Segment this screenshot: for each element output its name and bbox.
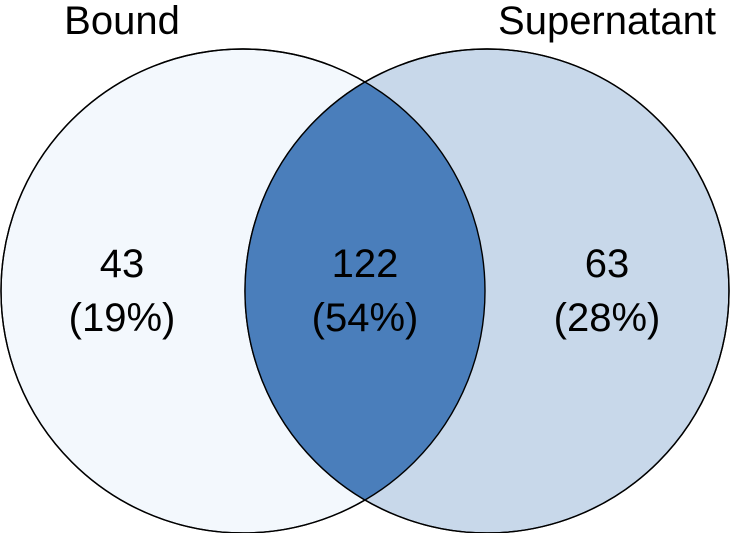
region-bound-percent: (19%) <box>69 296 176 340</box>
region-bound-count: 43 <box>100 242 145 286</box>
set-label-supernatant: Supernatant <box>498 0 716 43</box>
region-intersection-count: 122 <box>332 242 399 286</box>
set-label-bound: Bound <box>64 0 180 43</box>
bound-outline <box>0 48 486 533</box>
region-intersection-percent: (54%) <box>312 296 419 340</box>
intersection-region <box>245 49 485 533</box>
supernatant-outline <box>244 48 730 533</box>
region-supernatant-count: 63 <box>585 242 630 286</box>
region-supernatant-percent: (28%) <box>554 296 661 340</box>
